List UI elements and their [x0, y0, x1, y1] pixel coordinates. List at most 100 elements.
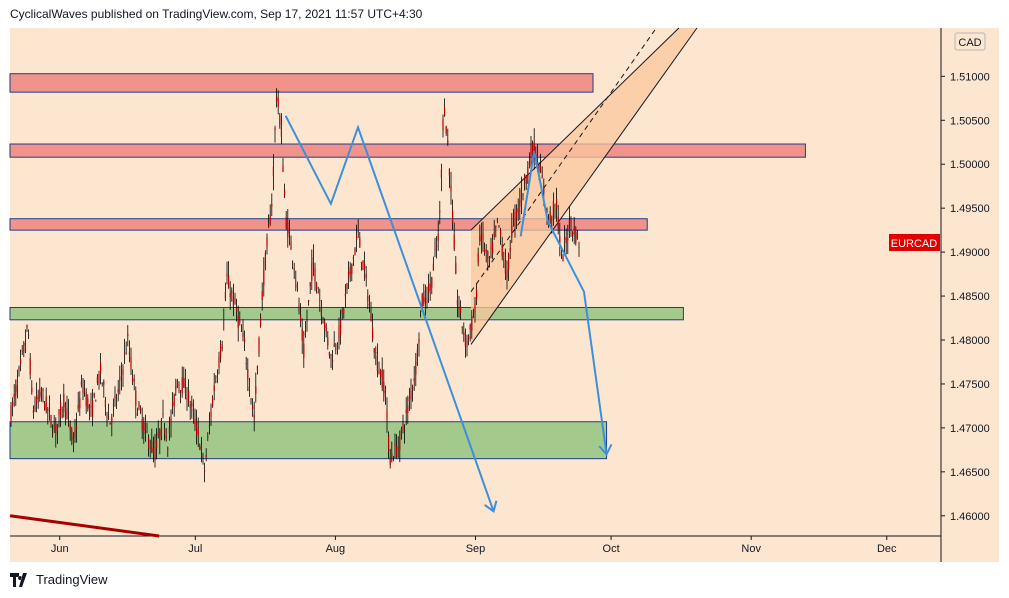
- projection-path-1: [284, 115, 495, 512]
- candle-body: [34, 405, 36, 409]
- candle-body: [42, 389, 44, 392]
- candle-body: [119, 377, 121, 381]
- candle-body: [32, 410, 34, 413]
- candle-body: [564, 237, 566, 241]
- candle-body: [71, 430, 73, 440]
- candle-body: [474, 303, 476, 313]
- price-tick-label: 1.50000: [950, 159, 990, 171]
- candle-body: [106, 415, 108, 418]
- candle-body: [236, 307, 238, 312]
- candle-body: [220, 344, 222, 359]
- candle-body: [316, 282, 318, 290]
- candle-body: [554, 204, 556, 206]
- candle-body: [322, 322, 324, 324]
- time-tick-label: Sep: [466, 543, 486, 555]
- candle-body: [247, 369, 249, 380]
- candle-body: [242, 332, 244, 338]
- candle-body: [354, 248, 356, 256]
- candle-body: [229, 293, 231, 298]
- candle-body: [132, 377, 134, 382]
- candle-body: [528, 162, 530, 166]
- candle-body: [301, 328, 303, 341]
- candle-body: [53, 424, 55, 430]
- price-tick-label: 1.46000: [950, 511, 990, 523]
- candle-body: [16, 379, 18, 392]
- candle-body: [148, 437, 150, 449]
- time-axis: Jun Jul Aug Sep Oct Nov Dec: [51, 536, 897, 555]
- candle-body: [488, 260, 490, 262]
- candle-body: [338, 324, 340, 341]
- candle-body: [543, 185, 545, 194]
- candle-body: [28, 335, 30, 337]
- candle-body: [205, 455, 207, 458]
- candle-body: [88, 404, 90, 410]
- candle-body: [36, 394, 38, 404]
- candle-body: [378, 370, 380, 374]
- candle-body: [44, 403, 46, 410]
- candle-body: [327, 337, 329, 346]
- candle-body: [146, 431, 148, 433]
- candle-body: [399, 432, 401, 451]
- candle-body: [479, 235, 481, 242]
- candle-body: [421, 294, 423, 309]
- candle-body: [348, 271, 350, 278]
- candle-body: [130, 357, 132, 369]
- candle-body: [578, 247, 580, 249]
- candle-body: [333, 344, 335, 347]
- candle-body: [279, 115, 281, 127]
- candle-body: [512, 218, 514, 220]
- projection-arrowhead-1: [484, 500, 498, 514]
- candle-body: [128, 352, 130, 355]
- candle-body: [200, 445, 202, 451]
- candle-body: [248, 386, 250, 391]
- candle-body: [266, 237, 268, 248]
- candle-body: [376, 355, 378, 372]
- time-tick-label: Aug: [326, 543, 346, 555]
- candle-body: [77, 404, 79, 410]
- candle-body: [82, 387, 84, 393]
- tradingview-footer[interactable]: TradingView: [10, 572, 108, 587]
- candle-body: [487, 251, 489, 260]
- candle-body: [330, 354, 332, 356]
- channel-upper-line: [470, 27, 680, 231]
- candle-body: [450, 185, 452, 191]
- candle-body: [31, 387, 33, 393]
- candle-body: [400, 428, 402, 433]
- candle-body: [95, 400, 97, 402]
- candle-body: [210, 411, 212, 418]
- candle-body: [328, 351, 330, 356]
- candle-body: [552, 201, 554, 218]
- candle-body: [288, 229, 290, 234]
- candle-body: [568, 219, 570, 232]
- candle-body: [237, 315, 239, 328]
- candle-body: [402, 423, 404, 430]
- candle-body: [135, 390, 137, 406]
- support-zone: [9, 421, 608, 460]
- projection-arrowhead-2: [598, 443, 613, 457]
- candle-body: [311, 262, 313, 281]
- candle-body: [506, 269, 508, 278]
- candle-body: [368, 303, 370, 306]
- candle-body: [178, 384, 180, 386]
- candle-body: [269, 214, 271, 225]
- candle-body: [445, 126, 447, 134]
- candle-body: [149, 448, 151, 450]
- candle-body: [276, 98, 278, 102]
- candle-body: [533, 142, 535, 156]
- candle-body: [509, 247, 511, 252]
- candle-body: [252, 405, 254, 410]
- candle-body: [10, 406, 12, 424]
- candle-body: [416, 349, 418, 364]
- candle-body: [448, 168, 450, 176]
- candle-body: [306, 320, 308, 322]
- candle-body: [90, 405, 92, 408]
- candle-body: [367, 295, 369, 302]
- candle-body: [20, 358, 22, 364]
- candle-body: [500, 230, 502, 237]
- candle-body: [282, 165, 284, 172]
- candle-body: [514, 211, 516, 226]
- candle-body: [157, 432, 159, 436]
- time-tick-label: Dec: [877, 543, 897, 555]
- candle-body: [172, 402, 174, 406]
